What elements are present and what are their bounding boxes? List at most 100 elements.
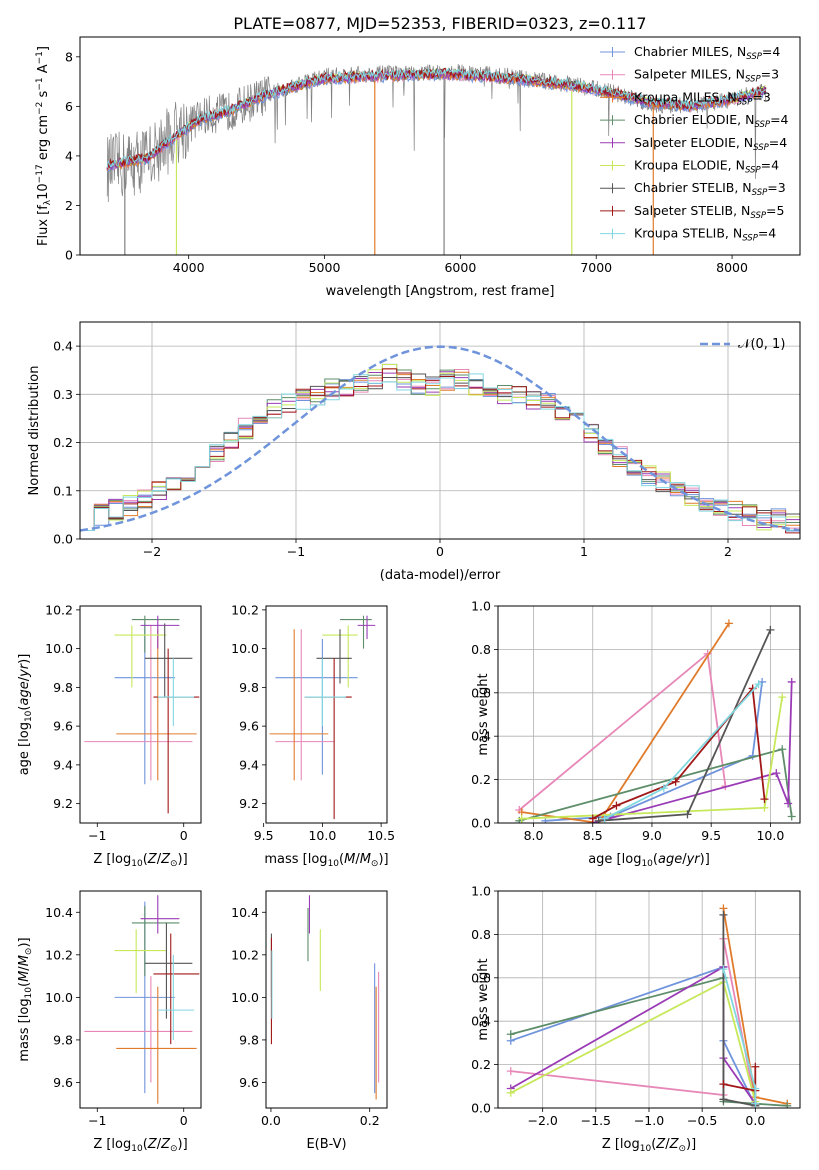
plot-area <box>498 606 800 823</box>
x-tick-label: 0.0 <box>745 1113 765 1128</box>
legend-entry-part: SSP <box>742 234 758 244</box>
x-tick-label: 2 <box>724 544 732 559</box>
x-axis-label-part: )] <box>700 852 710 867</box>
plot-area <box>269 615 376 820</box>
axes-frame <box>497 605 801 824</box>
x-tick-label: −1 <box>88 828 106 843</box>
y-tick-label: 9.6 <box>53 1075 73 1090</box>
y-tick-label: 0.0 <box>53 532 73 547</box>
x-axis-label: (data-model)/error <box>380 568 501 583</box>
x-axis-label-part: 10 <box>131 859 143 869</box>
y-axis-label: mass weight <box>476 673 491 755</box>
panel-age_vs_Z: −1 09.29.49.69.810.010.2Z [log10(Z/Z⊙)]ag… <box>17 602 202 869</box>
legend-entry-part: SSP <box>752 188 768 198</box>
x-axis-label-part: mass [log <box>264 852 327 867</box>
y-tick-label: 0.6 <box>471 970 491 985</box>
mass-weight-point <box>659 784 668 793</box>
x-axis-label-part: ⊙ <box>678 1144 686 1154</box>
y-tick-label: 9.6 <box>239 1075 259 1090</box>
legend-entry-part: Chabrier STELIB, N <box>634 180 752 195</box>
mass-weight-point <box>600 814 609 823</box>
x-axis-label-part: ( <box>143 1137 148 1152</box>
axes-frame <box>265 890 388 1109</box>
legend-entry: Chabrier STELIB, NSSP=3 <box>634 180 786 198</box>
mass-weight-point <box>754 680 763 689</box>
y-axis-label-part: 10 <box>24 987 34 999</box>
mass-weight-point <box>760 795 769 804</box>
axes-frame <box>79 321 801 540</box>
x-tick-label: 10.5 <box>367 828 395 843</box>
y-tick-label: 10.4 <box>231 905 259 920</box>
legend-entry-part: SSP <box>745 75 761 85</box>
y-axis-label: mass weight <box>476 958 491 1040</box>
y-tick-label: 9.2 <box>53 796 73 811</box>
x-axis-label-part: M <box>344 852 355 867</box>
y-tick-label: 1.0 <box>471 599 491 614</box>
y-tick-label: 4 <box>65 148 73 163</box>
y-tick-label: 6 <box>65 99 73 114</box>
x-axis-label-part: )] <box>178 852 188 867</box>
y-tick-label: 0.4 <box>53 339 73 354</box>
x-tick-label: −2 <box>143 544 161 559</box>
legend-entry-part: Chabrier ELODIE, N <box>634 112 754 127</box>
legend-entry-part: =4 <box>770 112 788 127</box>
y-axis-label: age [log10(age/yr)] <box>17 654 34 776</box>
plot-area <box>498 891 800 1108</box>
x-axis-label-part: age <box>658 852 682 867</box>
mass-weight-point <box>719 1080 728 1089</box>
mass-weight-point <box>594 816 603 823</box>
x-tick-label: 0 <box>180 1113 188 1128</box>
x-axis-label: Z [log10(Z/Z⊙)] <box>602 1137 696 1154</box>
x-tick-label: 10.0 <box>756 828 784 843</box>
mass-weight-point <box>783 1101 792 1108</box>
legend-entry: Kroupa ELODIE, NSSP=4 <box>634 158 779 176</box>
y-axis-label: Flux [fλ10−17 erg cm−2 s−1 A−1] <box>35 46 53 246</box>
x-axis-label-part: Z <box>655 1137 666 1152</box>
x-axis-label-part: ⊙ <box>371 859 379 869</box>
legend-entry-part: =4 <box>758 226 776 241</box>
x-axis-label: wavelength [Angstrom, rest frame] <box>326 284 555 299</box>
y-tick-label: 10.0 <box>231 641 259 656</box>
y-tick-label: 0.0 <box>471 816 491 831</box>
plot-area <box>270 895 380 1100</box>
x-tick-label: 5000 <box>309 260 341 275</box>
x-axis-label-part: age [log <box>588 852 641 867</box>
y-axis-label-part: −17 <box>35 164 45 183</box>
x-tick-label: 0.0 <box>261 1113 281 1128</box>
y-axis-label-part: 10 <box>24 710 34 722</box>
x-axis-label: mass [log10(M/M⊙)] <box>264 852 388 869</box>
y-tick-label: 9.8 <box>239 680 259 695</box>
y-tick-label: 0.4 <box>471 1014 491 1029</box>
y-tick-label: 0 <box>65 248 73 263</box>
legend-entry-part: =4 <box>769 135 787 150</box>
x-tick-label: 0 <box>436 544 444 559</box>
mass-weight-series <box>592 681 793 823</box>
legend-entry-part: SSP <box>737 97 753 107</box>
y-tick-label: 0.6 <box>471 685 491 700</box>
y-tick-label: 0.3 <box>53 387 73 402</box>
legend-entry-part: =4 <box>762 44 780 59</box>
x-axis-label-part: / <box>157 1137 162 1152</box>
axes-frame <box>79 36 801 256</box>
y-tick-label: 9.6 <box>239 719 259 734</box>
y-tick-label: 10.0 <box>45 990 73 1005</box>
x-tick-label: 0.2 <box>360 1113 380 1128</box>
x-tick-label: −2.0 <box>527 1113 557 1128</box>
y-tick-label: 10.4 <box>45 905 73 920</box>
x-axis-label-part: 10 <box>131 1144 143 1154</box>
legend-entry-part: SSP <box>753 143 769 153</box>
y-tick-label: 9.4 <box>239 757 259 772</box>
legend-entry: 𝒩(0, 1) <box>738 337 785 352</box>
y-tick-label: 8 <box>65 49 73 64</box>
y-axis-label-part: ⊙ <box>24 948 34 956</box>
y-tick-label: 1.0 <box>471 884 491 899</box>
x-axis-label: Z [log10(Z/Z⊙)] <box>93 852 187 869</box>
y-axis-label-part: Flux [f <box>36 205 51 246</box>
mass-weight-point <box>612 801 621 810</box>
mass-weight-point <box>751 1062 760 1071</box>
legend-entry-part: SSP <box>750 211 766 221</box>
y-tick-label: 0.8 <box>471 642 491 657</box>
x-axis-label-part: Z <box>160 852 171 867</box>
mass-weight-point <box>517 814 526 823</box>
x-tick-label: −1.0 <box>634 1113 664 1128</box>
